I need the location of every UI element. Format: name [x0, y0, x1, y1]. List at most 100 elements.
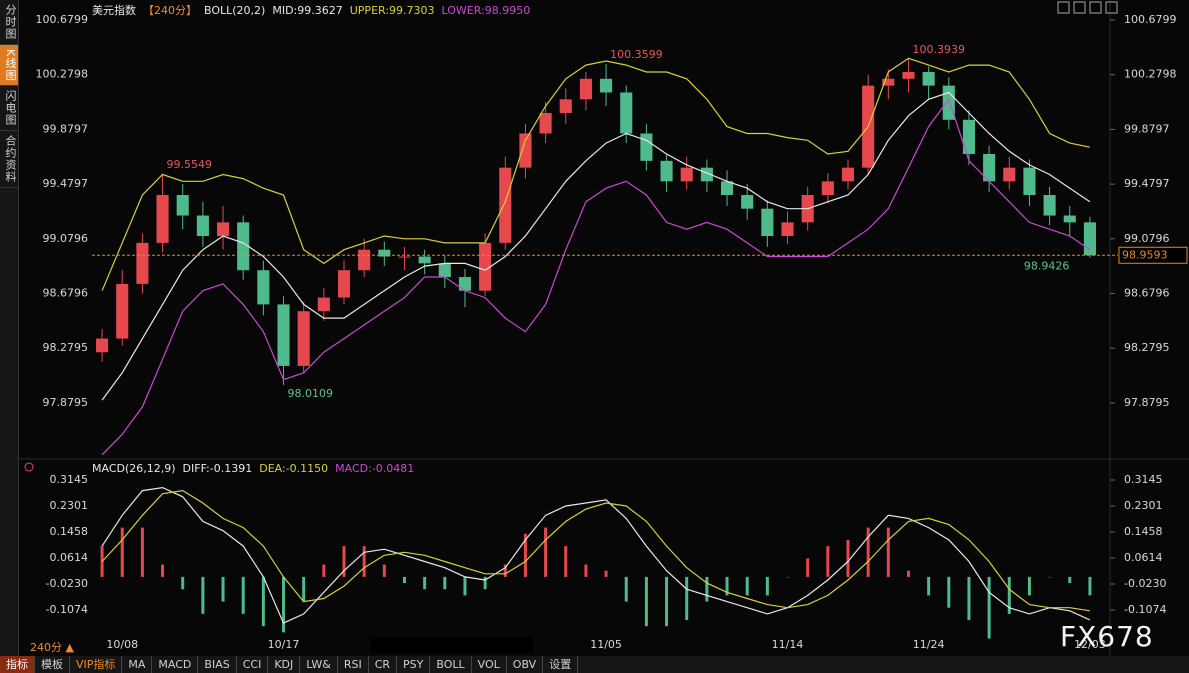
candle-body [922, 71, 935, 86]
candle-body [942, 85, 955, 120]
toolbar-button[interactable]: 设置 [543, 656, 579, 673]
macd-bar [544, 527, 548, 577]
toolbar-button[interactable]: LW& [300, 656, 338, 673]
y-tick-label: 99.4797 [1124, 177, 1170, 190]
macd-bar [786, 576, 790, 578]
toolbar-button[interactable]: PSY [397, 656, 431, 673]
candle-body [700, 167, 713, 182]
candle-body [257, 270, 270, 305]
toolbar-button[interactable]: CCI [237, 656, 269, 673]
candle-body [196, 215, 209, 237]
macd-header: MACD(26,12,9) DIFF:-0.1391 DEA:-0.1150 MAC… [92, 462, 414, 475]
sidebar-tab[interactable]: 分时图 [0, 0, 18, 45]
toolbar-button[interactable]: RSI [338, 656, 369, 673]
macd-bar [866, 527, 870, 577]
boll-line [101, 98, 1091, 456]
toolbar-button[interactable]: CR [369, 656, 398, 673]
candles [96, 59, 1096, 385]
candle-body [297, 311, 310, 366]
price-header: 美元指数 【240分】 BOLL(20,2) MID:99.3627 UPPER:… [92, 2, 530, 18]
macd-bar [806, 558, 810, 577]
macd-bar [705, 576, 709, 602]
toolbar-button[interactable]: VIP指标 [70, 656, 123, 673]
candle-body [821, 181, 834, 196]
y-tick-label: 0.2301 [50, 499, 89, 512]
macd-bar [906, 570, 910, 577]
candle-body [660, 160, 673, 182]
sidebar-tab[interactable]: 合约资料 [0, 131, 18, 189]
indicator-value: LOWER:98.9950 [441, 3, 531, 17]
candle-body [1063, 215, 1076, 223]
toolbar-button[interactable]: VOL [472, 656, 507, 673]
y-tick-label: 99.0796 [1124, 232, 1170, 245]
macd-icon [24, 462, 34, 472]
toolbar-button[interactable]: OBV [507, 656, 544, 673]
macd-bar [100, 546, 104, 577]
toolbar-button[interactable]: KDJ [268, 656, 301, 673]
y-tick-label: 97.8795 [1124, 396, 1170, 409]
candle-body [176, 195, 189, 216]
indicator: MACD(26,12,9) [92, 462, 176, 475]
window-icons [1057, 1, 1118, 14]
indicator-value: DIFF:-0.1391 [182, 462, 253, 475]
y-tick-label: -0.1074 [1124, 603, 1166, 616]
high-label: 100.3599 [610, 48, 663, 61]
toolbar-button[interactable]: 指标 [0, 656, 35, 673]
macd-bar [181, 576, 185, 590]
y-tick-label: -0.0230 [46, 577, 88, 590]
macd-bar [342, 546, 346, 577]
candle-body [741, 195, 754, 209]
macd-bar [927, 576, 931, 596]
toolbar-button[interactable]: 模板 [35, 656, 70, 673]
toolbar-button[interactable]: MA [122, 656, 153, 673]
candle-body [116, 283, 129, 339]
macd-bar [1027, 576, 1031, 596]
y-tick-label: 0.1458 [1124, 525, 1163, 538]
macd-bar [685, 576, 689, 621]
candle-body [519, 133, 532, 168]
y-tick-label: 100.2798 [1124, 68, 1177, 81]
macd-bar [725, 576, 729, 596]
candle-body [539, 112, 552, 134]
macd-bar [362, 546, 366, 577]
candle-body [983, 153, 996, 182]
macd-bar [886, 527, 890, 577]
toolbar-button[interactable]: BOLL [430, 656, 472, 673]
candle-body [237, 222, 250, 271]
y-tick-label: 98.6796 [43, 287, 89, 300]
macd-bar [947, 576, 951, 608]
y-tick-label: 98.2795 [1124, 341, 1170, 354]
y-tick-label: 97.8795 [43, 396, 89, 409]
macd-bar [644, 576, 648, 627]
candle-body [398, 256, 411, 258]
candle-body [96, 338, 109, 353]
toolbar-button[interactable]: BIAS [198, 656, 237, 673]
candle-body [1083, 222, 1096, 256]
watermark: FX678 [1060, 620, 1154, 653]
symbol: 美元指数 [92, 4, 136, 17]
candle-body [216, 222, 230, 237]
candle-body [680, 167, 693, 182]
last-price-box [1118, 246, 1188, 264]
indicator: BOLL(20,2) [204, 3, 266, 17]
candle-body [902, 71, 915, 79]
candle-body [1023, 167, 1036, 196]
y-tick-label: 99.4797 [43, 177, 89, 190]
macd-line [101, 486, 1091, 624]
macd-bar [745, 576, 749, 596]
y-tick-label: 99.8797 [1124, 122, 1170, 135]
candle-body [499, 167, 512, 243]
high-label: 100.3939 [912, 43, 965, 56]
period-button[interactable]: 240分 ▲ [30, 641, 74, 654]
sidebar-tab[interactable]: 闪电图 [0, 86, 18, 132]
sidebar-tab[interactable]: K线图 [0, 45, 18, 87]
y-tick-label: 98.6796 [1124, 287, 1170, 300]
redaction [370, 637, 533, 653]
toolbar: 指标 模板 VIP指标 MA MACD BIAS CCI KDJ LW& RSI CR PSY BOLL… [0, 656, 1189, 673]
candle-body [337, 270, 351, 298]
macd-bar [161, 564, 165, 577]
toolbar-button[interactable]: MACD [152, 656, 199, 673]
y-tick-label: -0.0230 [1124, 577, 1166, 590]
macd-bar [987, 576, 991, 639]
macd-bar [604, 570, 608, 577]
